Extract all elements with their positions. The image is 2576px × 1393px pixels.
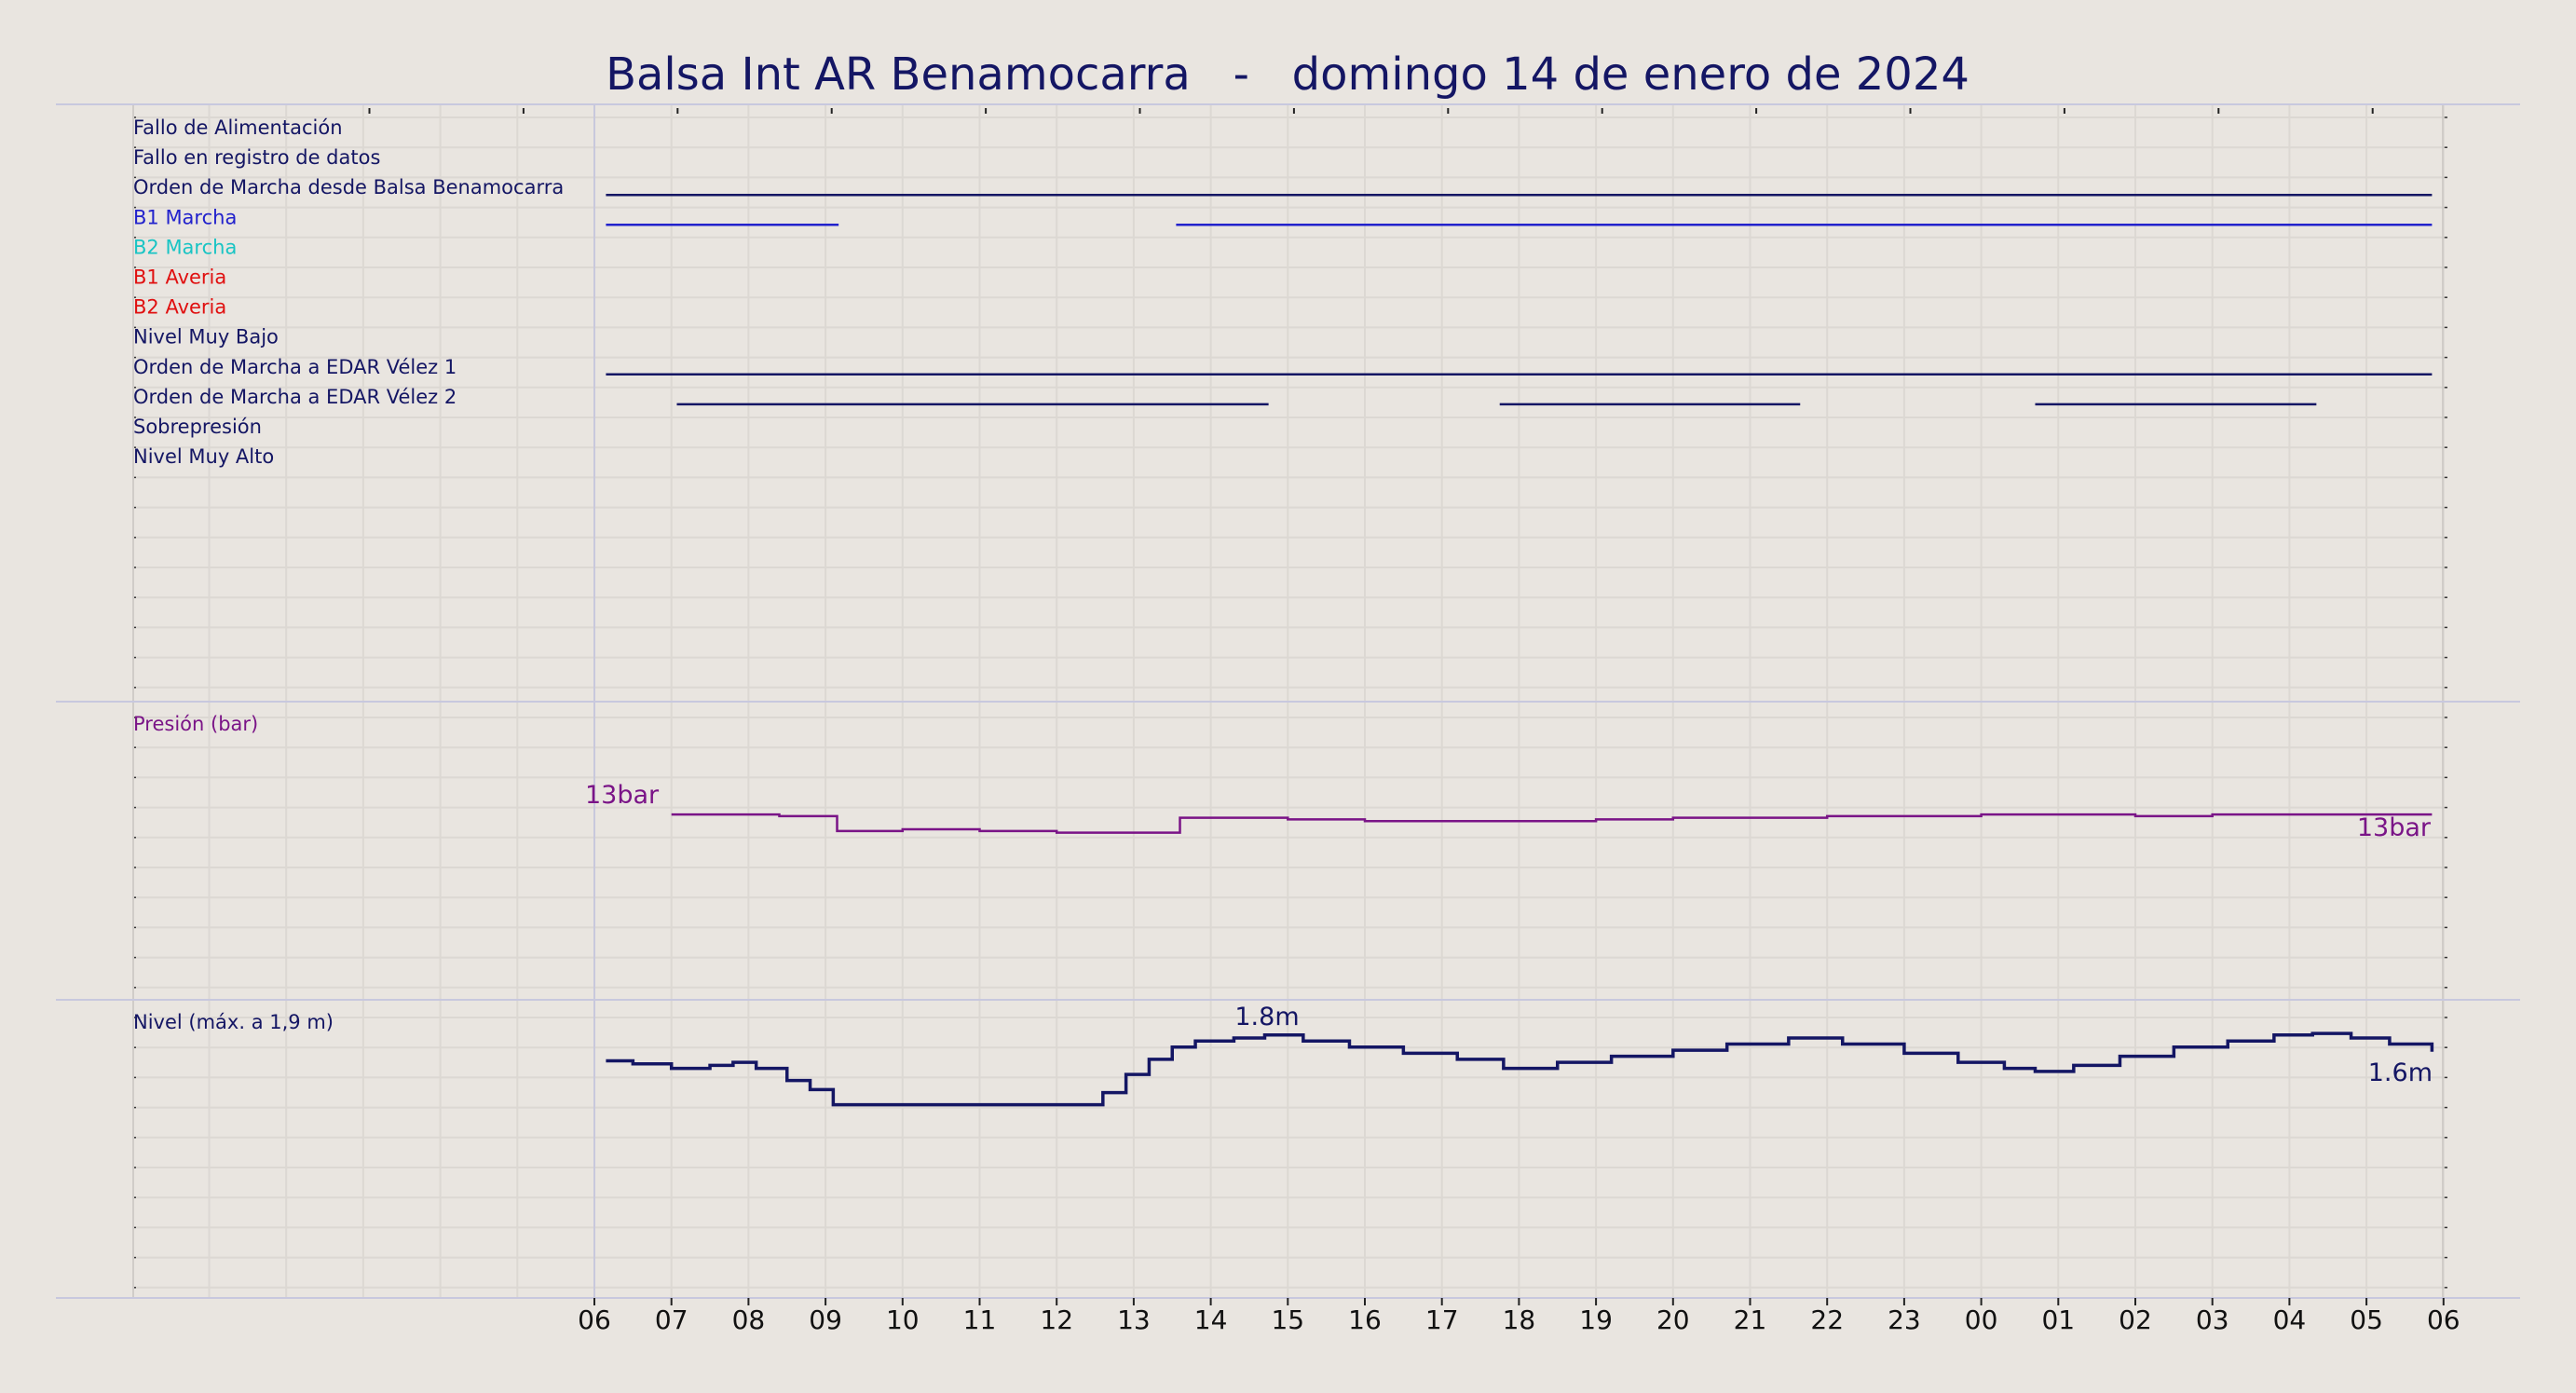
x-tick-label: 08 [732,1304,766,1335]
signal-label: Fallo de Alimentación [133,116,343,139]
signal-label: Orden de Marcha desde Balsa Benamocarra [133,176,564,198]
level-max-label: 1.8m [1234,1003,1299,1031]
signal-label: B2 Averia [133,296,226,319]
x-tick-label: 04 [2273,1304,2307,1335]
level-panel: Nivel (máx. a 1,9 m) 1.8m 1.6m [133,1003,2434,1107]
grid-layer [56,103,2520,1299]
chart-title: Balsa Int AR Benamocarra - domingo 14 de… [606,48,1969,101]
signal-label: Orden de Marcha a EDAR Vélez 1 [133,356,457,378]
signal-label: Fallo en registro de datos [133,146,380,169]
x-tick-label: 15 [1271,1304,1304,1335]
x-tick-label: 01 [2041,1304,2075,1335]
digital-panel: Fallo de Alimentación Fallo en registro d… [133,116,2433,468]
x-tick-label: 22 [1810,1304,1844,1335]
x-tick-label: 16 [1348,1304,1382,1335]
pressure-panel: Presión (bar) 13bar 13bar [133,713,2433,842]
x-tick-label: 03 [2196,1304,2229,1335]
signal-label: Nivel Muy Alto [133,445,274,468]
x-tick-label: 09 [809,1304,842,1335]
x-tick-label: 07 [655,1304,688,1335]
x-tick-label: 20 [1656,1304,1690,1335]
x-tick-label: 13 [1117,1304,1151,1335]
pressure-series-line [671,813,2433,834]
signal-label: Nivel Muy Bajo [133,326,279,348]
x-tick-label: 05 [2350,1304,2383,1335]
x-tick-label: 06 [2427,1304,2460,1335]
x-tick-label: 10 [886,1304,920,1335]
x-tick-label: 14 [1194,1304,1228,1335]
x-axis: 06 07 08 09 10 11 12 13 14 15 16 17 18 19 20 21 22 23 00 01… [578,1298,2460,1335]
level-series-line [606,1031,2434,1107]
pressure-end-label: 13bar [2357,813,2432,842]
x-tick-label: 21 [1734,1304,1767,1335]
signal-label: B2 Marcha [133,236,237,258]
signal-label: Sobrepresión [133,416,262,438]
x-tick-label: 18 [1503,1304,1536,1335]
level-panel-label: Nivel (máx. a 1,9 m) [133,1011,334,1033]
x-tick-label: 12 [1040,1304,1073,1335]
x-tick-label: 23 [1888,1304,1921,1335]
signal-label: B1 Averia [133,266,226,289]
level-end-label: 1.6m [2368,1058,2433,1087]
signal-label: B1 Marcha [133,206,237,228]
x-tick-label: 19 [1579,1304,1613,1335]
pressure-start-label: 13bar [585,781,660,810]
x-tick-label: 02 [2119,1304,2152,1335]
x-tick-label: 11 [963,1304,997,1335]
pressure-panel-label: Presión (bar) [133,713,258,735]
x-tick-label: 00 [1965,1304,1998,1335]
signal-label: Orden de Marcha a EDAR Vélez 2 [133,386,457,408]
x-tick-label: 17 [1425,1304,1459,1335]
x-tick-label: 06 [578,1304,611,1335]
